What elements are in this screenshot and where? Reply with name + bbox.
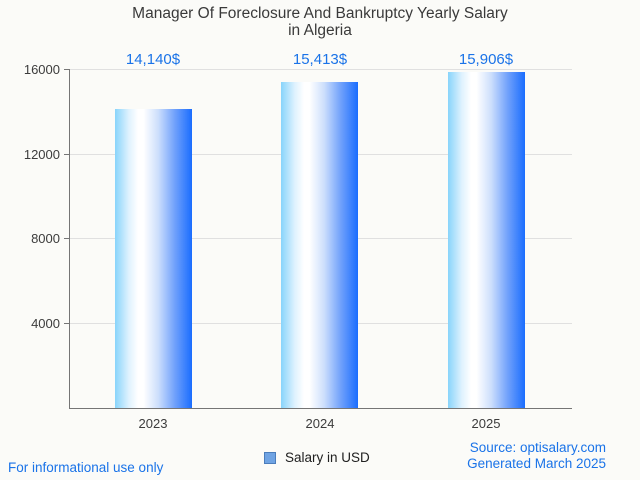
generated-date-text: Generated March 2025 bbox=[467, 456, 606, 471]
y-axis-tick bbox=[64, 69, 70, 70]
chart-title-line1: Manager Of Foreclosure And Bankruptcy Ye… bbox=[132, 5, 508, 22]
bar-2025[interactable] bbox=[448, 71, 525, 409]
y-axis-tick bbox=[64, 238, 70, 239]
y-tick-label-4000: 4000 bbox=[31, 316, 60, 331]
y-tick-label-12000: 12000 bbox=[23, 147, 60, 162]
x-tick-label-2023: 2023 bbox=[138, 416, 168, 431]
y-axis-tick bbox=[64, 323, 70, 324]
disclaimer-text: For informational use only bbox=[8, 460, 164, 475]
legend-item-salary-in-usd[interactable]: Salary in USD bbox=[264, 450, 370, 465]
chart-title-line2: in Algeria bbox=[288, 21, 352, 39]
bar-2024[interactable] bbox=[281, 82, 358, 409]
gridline-16000 bbox=[69, 69, 572, 70]
chart-title: Manager Of Foreclosure And Bankruptcy Ye… bbox=[0, 5, 640, 39]
y-axis-tick bbox=[64, 154, 70, 155]
y-axis-line bbox=[69, 69, 70, 409]
y-tick-label-16000: 16000 bbox=[23, 62, 60, 77]
legend-marker-icon bbox=[264, 451, 276, 464]
value-label-2023: 14,140$ bbox=[125, 51, 181, 68]
bar-2023[interactable] bbox=[115, 109, 192, 409]
source-text: Source: optisalary.com bbox=[469, 440, 606, 455]
source-attribution: Source: optisalary.com Generated March 2… bbox=[467, 440, 606, 472]
value-label-2024: 15,413$ bbox=[292, 51, 348, 68]
y-tick-label-8000: 8000 bbox=[31, 231, 60, 246]
x-axis-line bbox=[69, 408, 572, 409]
x-tick-label-2024: 2024 bbox=[305, 416, 335, 431]
legend-label: Salary in USD bbox=[285, 450, 370, 465]
value-label-2025: 15,906$ bbox=[458, 51, 514, 68]
x-tick-label-2025: 2025 bbox=[471, 416, 501, 431]
